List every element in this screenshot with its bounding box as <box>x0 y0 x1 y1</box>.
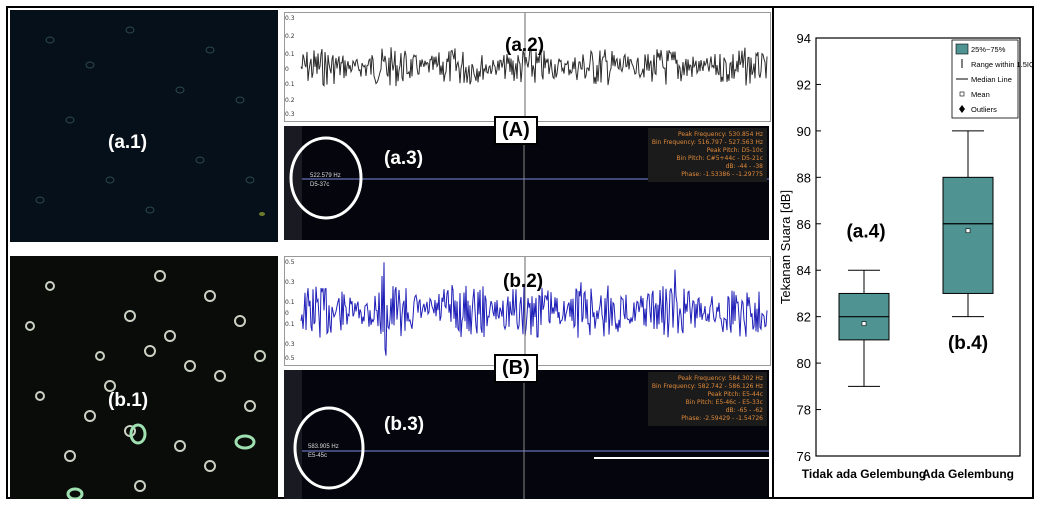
panel-label-b3: (b.3) <box>384 414 425 435</box>
waveform-b: 0.5 0.3 0.1 0 0.1 0.3 0.5 (b.2) <box>284 256 771 366</box>
y-tick-label: 86 <box>797 217 811 232</box>
mean-marker <box>965 228 971 234</box>
y-tick-label: 82 <box>797 310 811 325</box>
info-line: dB: -65 - -62 <box>725 407 763 414</box>
panel-label-A: (A) <box>494 116 538 145</box>
y-tick-label: 94 <box>797 31 811 46</box>
waveform-a: 0.3 0.2 0.1 0 0.1 0.2 0.3 (a.2) <box>284 12 771 122</box>
waveform-b-trace <box>300 257 768 365</box>
panel-label-b1: (b.1) <box>108 390 149 411</box>
info-line: Bin Frequency: 516.797 - 527.563 Hz <box>651 139 763 146</box>
panel-divider <box>772 8 774 497</box>
annotation-b4: (b.4) <box>948 333 988 354</box>
spectrogram-a-pitch: D5-37c <box>310 182 330 188</box>
mean-marker <box>861 321 867 326</box>
spectrogram-b-info: Peak Frequency: 584.302 Hz Bin Frequency… <box>647 372 767 426</box>
y-axis-label: Tekanan Suara [dB] <box>778 190 793 304</box>
plot-area <box>815 37 1021 457</box>
info-line: Bin Pitch: E5-46c - E5-33c <box>685 399 763 406</box>
info-line: Phase: -1.53386 - -1.29775 <box>681 171 763 178</box>
x-category-label: Ada Gelembung <box>922 467 1014 481</box>
micro-image-b-art <box>25 270 266 499</box>
annotation-a4: (a.4) <box>846 222 885 243</box>
legend-swatch-outlier <box>959 105 965 113</box>
spectrogram-b-pitch: E5-45c <box>308 453 328 459</box>
info-line: Peak Pitch: E5-44c <box>707 391 763 398</box>
legend-entry: 25%~75% <box>971 45 1006 54</box>
y-tick-label: 88 <box>797 170 811 185</box>
spectrogram-a-info: Peak Frequency: 530.854 Hz Bin Frequency… <box>647 128 767 182</box>
y-tick-label: 90 <box>797 124 811 139</box>
panel-label-a1: (a.1) <box>108 132 148 153</box>
spectrogram-a: 522.579 Hz D5-37c Peak Frequency: 530.85… <box>284 126 769 240</box>
waveform-b-axis: 0.5 0.3 0.1 0 0.1 0.3 0.5 <box>285 259 295 362</box>
y-tick-label: 80 <box>797 356 811 371</box>
x-category-label: Tidak ada Gelembung <box>802 467 926 481</box>
waveform-a-trace <box>300 13 768 121</box>
legend-swatch-mean <box>959 91 965 97</box>
info-line: Bin Pitch: C#5+44c - D5-21c <box>676 155 763 162</box>
legend-entry: Outliers <box>971 105 997 114</box>
y-tick-label: 84 <box>797 263 811 278</box>
waveform-a-axis: 0.3 0.2 0.1 0 0.1 0.2 0.3 <box>285 15 295 118</box>
micro-image-a-art <box>35 26 265 216</box>
figure-frame: (a.1) 0.3 0.2 0.1 0 0.1 0.2 0.3 (a.2) 52… <box>6 6 1034 499</box>
info-line: Peak Frequency: 584.302 Hz <box>677 375 763 382</box>
legend-entry: Median Line <box>971 75 1012 84</box>
spectrogram-b-art <box>284 370 769 499</box>
panel-label-a2: (a.2) <box>505 35 545 56</box>
legend-entry: Range within 1.5IQR <box>971 60 1034 69</box>
info-line: Peak Pitch: D5-10c <box>706 147 763 154</box>
info-line: Phase: -2.59429 - -1.54726 <box>681 415 763 422</box>
box-iqr <box>942 176 994 294</box>
info-line: Bin Frequency: 582.742 - 586.126 Hz <box>651 383 763 390</box>
spectrogram-a-freq: 522.579 Hz <box>310 173 341 179</box>
info-line: Peak Frequency: 530.854 Hz <box>677 131 763 138</box>
y-tick-label: 78 <box>797 403 811 418</box>
legend-swatch-iqr <box>955 43 969 55</box>
micro-image-b: (b.1) <box>10 256 278 499</box>
micro-image-a: (a.1) <box>10 10 278 242</box>
panel-label-b2: (b.2) <box>503 271 544 292</box>
y-tick-label: 76 <box>797 449 811 464</box>
panel-label-a3: (a.3) <box>384 148 424 169</box>
panel-label-B: (B) <box>494 354 538 383</box>
info-line: dB: -44 - -38 <box>725 163 763 170</box>
y-tick-label: 92 <box>797 77 811 92</box>
spectrogram-b: 583.905 Hz E5-45c Peak Frequency: 584.30… <box>284 370 769 499</box>
box-plot: 76 78 80 82 84 86 88 90 92 94 Tekanan Suara [dB] Ti… <box>778 31 1034 481</box>
spectrogram-b-freq: 583.905 Hz <box>308 444 339 450</box>
legend-entry: Mean <box>971 90 990 99</box>
